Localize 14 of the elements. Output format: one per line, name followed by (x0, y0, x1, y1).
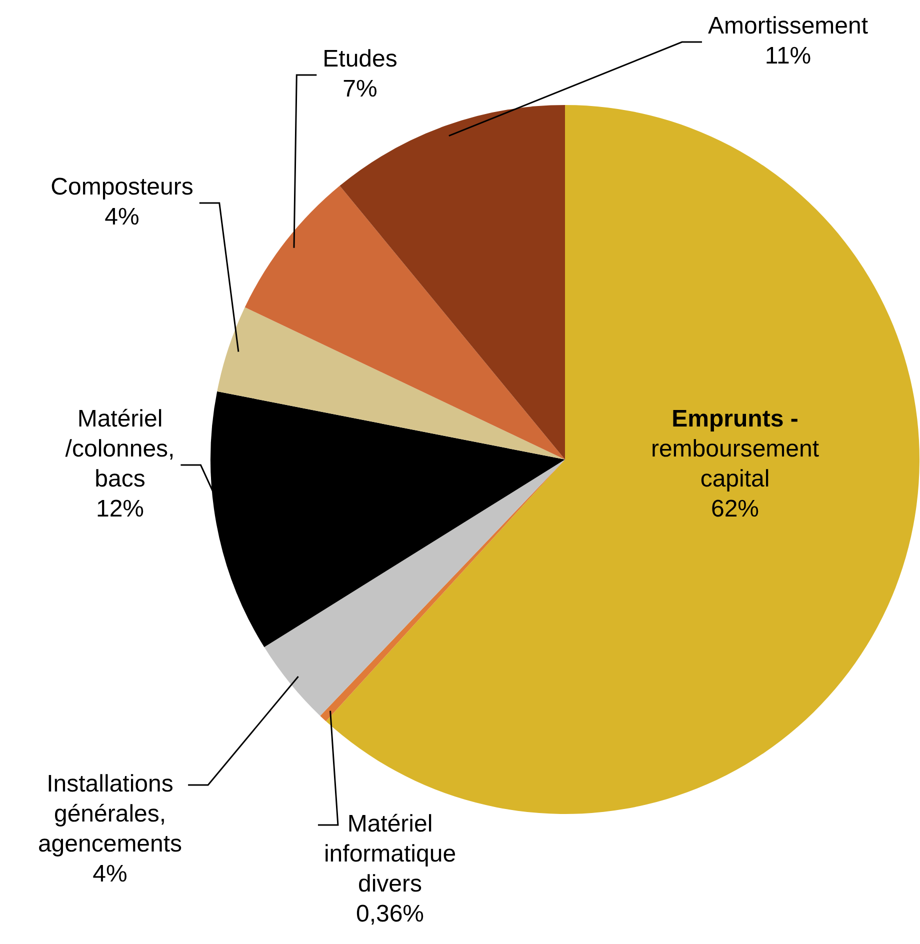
slice-label: Matériel informatique divers (324, 810, 456, 898)
slice-label: Installations générales, agencements (38, 770, 182, 858)
data-label: 0,36% (356, 900, 424, 928)
slice-label: Etudes (322, 46, 398, 73)
data-label: 4% (104, 204, 140, 231)
slice-label: Composteurs (50, 174, 194, 201)
data-label: 7% (342, 76, 378, 103)
data-label: 11% (764, 42, 812, 70)
data-label: 4% (92, 860, 128, 888)
slice-label: Amortissement (708, 12, 868, 40)
data-label: 62% (710, 496, 760, 523)
slice-label: Emprunts - remboursement capital (650, 406, 820, 493)
data-label: 12% (96, 496, 144, 523)
slice-label: Matériel /colonnes, bacs (65, 406, 175, 493)
